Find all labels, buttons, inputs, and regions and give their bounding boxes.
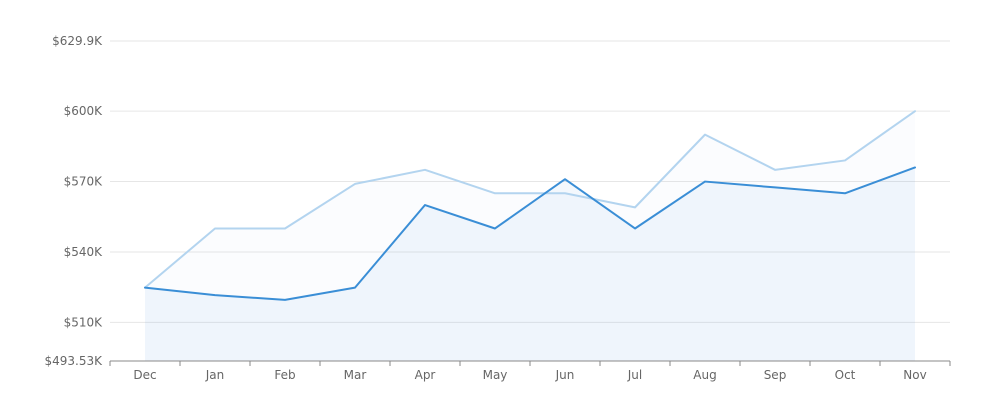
y-tick-label: $629.9K	[52, 34, 103, 48]
series-lines	[144, 110, 916, 301]
x-tick-label: Mar	[344, 368, 367, 382]
x-tick-label: Oct	[835, 368, 856, 382]
x-tick-label: Jun	[555, 368, 575, 382]
x-tick-label: Jan	[205, 368, 225, 382]
x-tick-label: Sep	[764, 368, 787, 382]
y-tick-label: $510K	[64, 315, 104, 329]
y-tick-label: $493.53K	[45, 354, 104, 368]
y-axis-labels: $493.53K $510K $540K $570K $600K $629.9K	[45, 34, 104, 368]
series-area-2	[145, 167, 915, 361]
y-tick-label: $540K	[64, 245, 104, 259]
y-tick-label: $570K	[64, 175, 104, 189]
x-tick-label: Nov	[903, 368, 926, 382]
grid-lines	[110, 40, 950, 323]
x-tick-label: Jul	[627, 368, 642, 382]
x-axis-labels: Dec Jan Feb Mar Apr May Jun Jul Aug Sep Oct Nov	[133, 368, 926, 382]
series-line-2	[144, 166, 916, 301]
x-tick-label: Apr	[415, 368, 436, 382]
x-tick-label: May	[483, 368, 508, 382]
x-tick-label: Dec	[133, 368, 156, 382]
y-tick-label: $600K	[64, 104, 104, 118]
x-tick-label: Aug	[693, 368, 716, 382]
series-line-1	[144, 110, 916, 289]
x-tick-label: Feb	[274, 368, 295, 382]
series-areas	[145, 111, 915, 361]
x-axis	[109, 360, 951, 366]
series-area-1	[145, 111, 915, 361]
